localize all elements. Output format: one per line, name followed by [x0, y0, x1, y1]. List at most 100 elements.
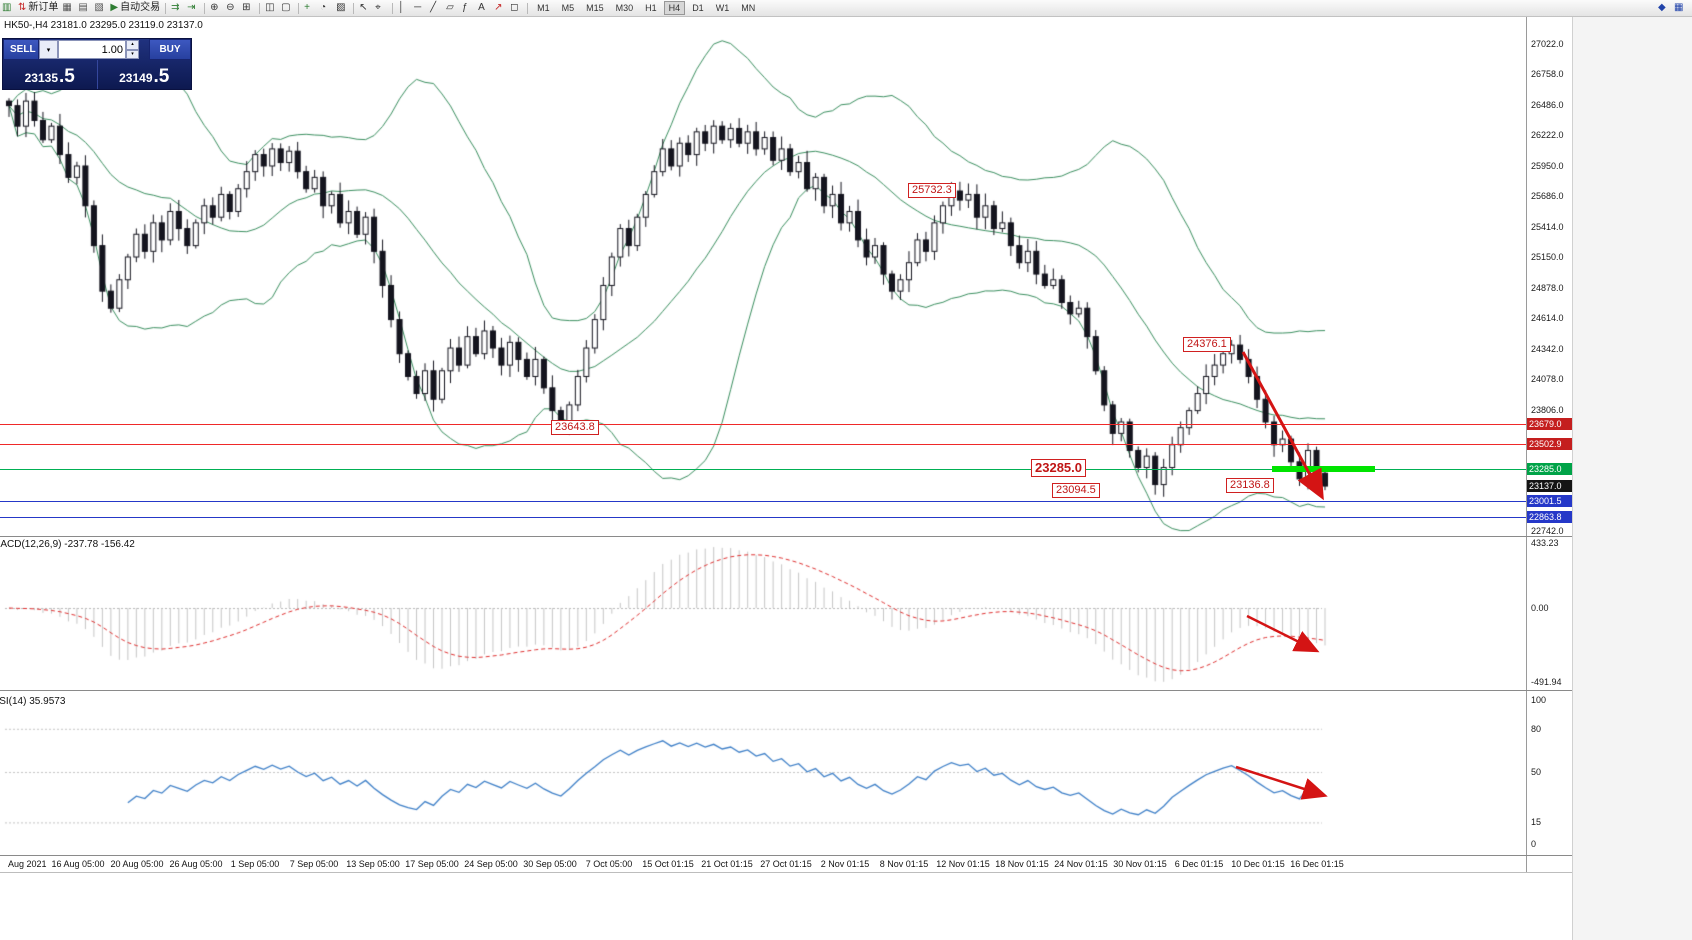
horizontal-line-23502.9[interactable] — [0, 444, 1526, 446]
new-chart-button[interactable]: ▥ — [0, 1, 16, 16]
price-annotation-23285.0[interactable]: 23285.0 — [1031, 459, 1086, 478]
cursor-button[interactable]: ↖ — [357, 1, 373, 16]
toolbar-separator — [527, 2, 529, 14]
volume-stepper: ▴ ▾ — [126, 40, 139, 59]
time-axis-border — [0, 855, 1572, 856]
zoom-in-button[interactable]: ⊕ — [208, 1, 224, 16]
indicators-button[interactable]: + — [302, 1, 318, 16]
timeframe-d1-button[interactable]: D1 — [687, 1, 709, 15]
time-axis-label: 27 Oct 01:15 — [760, 859, 812, 869]
support-highlight-segment[interactable] — [1272, 466, 1375, 473]
price-annotation-23136.8[interactable]: 23136.8 — [1226, 478, 1274, 494]
buy-price[interactable]: 23149.5 — [98, 60, 192, 89]
price-axis-tag: 22863.8 — [1527, 511, 1572, 524]
new-window-button[interactable]: ▢ — [279, 1, 295, 16]
timeframe-h4-button[interactable]: H4 — [663, 1, 686, 15]
volume-preset-dropdown[interactable]: ▾ — [39, 40, 58, 59]
price-axis-label: 24078.0 — [1531, 373, 1564, 384]
time-axis-label: 7 Sep 05:00 — [289, 859, 339, 869]
buy-price-big-digit: .5 — [153, 66, 170, 87]
data-window-button[interactable]: ▤ — [76, 1, 92, 16]
time-axis-label: 12 Nov 01:15 — [936, 859, 990, 869]
timeframe-h1-button[interactable]: H1 — [640, 1, 662, 15]
price-axis-label: 25414.0 — [1531, 221, 1564, 232]
timeframe-w1-button[interactable]: W1 — [711, 1, 735, 15]
toolbar-right-group: ◆ ▦ — [1656, 0, 1692, 16]
time-axis-label: 1 Sep 05:00 — [230, 859, 280, 869]
buy-button[interactable]: BUY — [149, 39, 191, 60]
autoscroll-button[interactable]: ⇉ — [169, 1, 185, 16]
crosshair-button[interactable]: ⌖ — [373, 1, 389, 16]
sell-price-big-digit: .5 — [59, 66, 75, 87]
timeframe-mn-button[interactable]: MN — [736, 1, 760, 15]
chart-settings-icon: ◆ — [1658, 2, 1666, 13]
rsi-pane-splitter[interactable] — [0, 690, 1572, 691]
new-order-icon: ⇅ — [18, 2, 27, 13]
window-list-icon: ▦ — [1674, 2, 1684, 13]
horizontal-line-23285[interactable] — [0, 469, 1526, 471]
horizontal-line-22863.8[interactable] — [0, 517, 1526, 519]
rsi-axis-label: 15 — [1531, 817, 1542, 828]
timeframe-m5-button[interactable]: M5 — [557, 1, 580, 15]
timeframe-m30-button[interactable]: M30 — [611, 1, 639, 15]
time-axis-label: 7 Oct 05:00 — [585, 859, 633, 869]
horizontal-line-23679[interactable] — [0, 424, 1526, 426]
crosshair-icon: ⌖ — [375, 2, 381, 13]
horizontal-line-button[interactable]: ─ — [412, 1, 428, 16]
channel-icon: ▱ — [446, 2, 454, 13]
timeframe-m1-button[interactable]: M1 — [532, 1, 555, 15]
horizontal-line-23001.5[interactable] — [0, 501, 1526, 503]
grid-button[interactable]: ⊞ — [240, 1, 256, 16]
time-axis-label: 17 Sep 05:00 — [405, 859, 459, 869]
price-axis-tag: 23679.0 — [1527, 418, 1572, 431]
zoom-out-icon: ⊖ — [226, 2, 235, 13]
fibonacci-button[interactable]: ƒ — [460, 1, 476, 16]
trendline-button[interactable]: ╱ — [428, 1, 444, 16]
time-axis-label: 26 Aug 05:00 — [169, 859, 223, 869]
price-chart-canvas[interactable] — [0, 16, 1572, 940]
price-axis-label: 26222.0 — [1531, 130, 1564, 141]
time-axis-label: 16 Dec 01:15 — [1290, 859, 1344, 869]
sell-button[interactable]: SELL — [3, 39, 39, 60]
templates-button[interactable]: ▨ — [334, 1, 350, 16]
toolbar-separator — [165, 2, 167, 14]
time-axis-label: 20 Aug 05:00 — [110, 859, 164, 869]
shapes-button[interactable]: ◻ — [508, 1, 524, 16]
chart-shift-button[interactable]: ⇥ — [185, 1, 201, 16]
price-annotation-24376.1[interactable]: 24376.1 — [1183, 337, 1231, 353]
periods-icon: ◔ — [320, 2, 327, 13]
market-watch-button[interactable]: ▦ — [60, 1, 76, 16]
window-list-button[interactable]: ▦ — [1672, 1, 1688, 16]
new-order-button[interactable]: ⇅ 新订单 — [16, 1, 60, 16]
new-window-icon: ▢ — [281, 2, 291, 13]
chart-shift-icon: ⇥ — [187, 2, 196, 13]
zoom-out-button[interactable]: ⊖ — [224, 1, 240, 16]
price-annotation-23643.8[interactable]: 23643.8 — [551, 420, 599, 436]
time-axis-label: 2 Nov 01:15 — [820, 859, 870, 869]
price-axis-label: 26758.0 — [1531, 69, 1564, 80]
auto-trade-button[interactable]: ▶ 自动交易 — [108, 1, 162, 16]
text-button[interactable]: A — [476, 1, 492, 16]
channel-button[interactable]: ▱ — [444, 1, 460, 16]
vertical-line-button[interactable]: │ — [396, 1, 412, 16]
volume-input[interactable] — [58, 40, 126, 59]
sell-price[interactable]: 23135.5 — [3, 60, 97, 89]
price-annotation-23094.5[interactable]: 23094.5 — [1052, 482, 1100, 498]
price-axis-label: 22742.0 — [1531, 526, 1564, 536]
time-axis-label: 30 Sep 05:00 — [523, 859, 577, 869]
new-order-label: 新订单 — [28, 2, 59, 13]
window-bottom-border — [0, 872, 1572, 873]
price-annotation-25732.3[interactable]: 25732.3 — [908, 182, 956, 198]
tile-windows-button[interactable]: ◫ — [263, 1, 279, 16]
navigator-button[interactable]: ▧ — [92, 1, 108, 16]
macd-pane-splitter[interactable] — [0, 536, 1572, 537]
timeframe-m15-button[interactable]: M15 — [581, 1, 609, 15]
rsi-axis-label: 80 — [1531, 723, 1542, 734]
volume-up-button[interactable]: ▴ — [126, 40, 139, 50]
chart-settings-button[interactable]: ◆ — [1656, 1, 1672, 16]
arrows-tool-button[interactable]: ↗ — [492, 1, 508, 16]
shapes-icon: ◻ — [510, 2, 519, 13]
periods-button[interactable]: ◔ — [318, 1, 334, 16]
price-axis-tag: 23285.0 — [1527, 463, 1572, 476]
volume-down-button[interactable]: ▾ — [126, 49, 139, 59]
